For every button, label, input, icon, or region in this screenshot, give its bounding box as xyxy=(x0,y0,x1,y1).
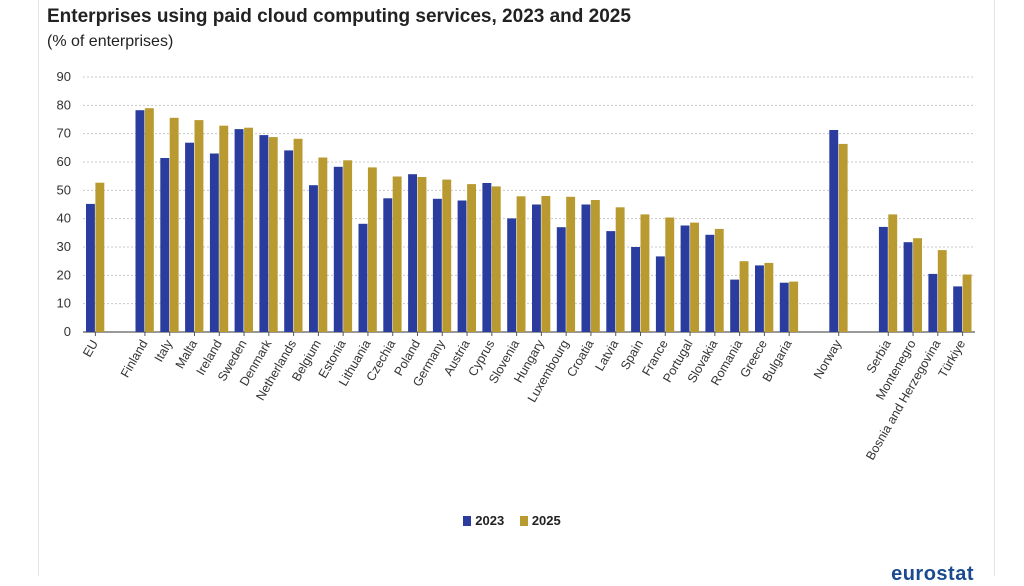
bar-2025-france xyxy=(665,217,675,332)
bar-2025-lithuania xyxy=(367,167,377,332)
y-tick-label: 60 xyxy=(57,154,71,169)
bar-2023-germany xyxy=(432,198,442,332)
bar-2025-netherlands xyxy=(293,138,303,332)
bar-2025-bosnia-and-herzegovina xyxy=(937,250,947,332)
bar-2025-estonia xyxy=(343,160,353,332)
y-tick-label: 10 xyxy=(57,296,71,311)
eurostat-logo: eurostat xyxy=(891,563,974,585)
bar-2025-greece xyxy=(764,262,774,332)
bar-2025-montenegro xyxy=(913,238,922,332)
bar-2025-slovakia xyxy=(714,228,724,332)
bar-2023-luxembourg xyxy=(556,227,566,332)
bar-2023-eu xyxy=(86,203,95,332)
bar-2023-portugal xyxy=(680,225,690,332)
chart-title: Enterprises using paid cloud computing s… xyxy=(47,6,631,27)
bar-2025-hungary xyxy=(541,196,551,332)
bar-2025-malta xyxy=(194,120,204,332)
source-note-placeholder xyxy=(47,566,407,576)
legend-item-2025: 2025 xyxy=(519,513,561,528)
bar-2023-slovenia xyxy=(507,218,517,332)
x-tick-label: Finland xyxy=(118,337,151,380)
bar-2025-norway xyxy=(838,143,848,332)
bar-2025-italy xyxy=(169,117,179,332)
bar-2023-austria xyxy=(457,200,467,332)
x-tick-label: EU xyxy=(80,338,101,360)
bar-2025-slovenia xyxy=(516,196,526,332)
x-tick-label: Latvia xyxy=(593,337,622,373)
y-tick-label: 0 xyxy=(64,324,71,339)
legend-label-2023: 2023 xyxy=(475,513,505,528)
bar-2025-cyprus xyxy=(491,186,501,332)
bar-2023-france xyxy=(655,256,665,332)
bar-2025-spain xyxy=(640,214,650,332)
x-tick-label: Norway xyxy=(811,337,845,381)
legend-label-2025: 2025 xyxy=(531,513,561,528)
bar-2025-czechia xyxy=(392,176,402,332)
bar-2023-serbia xyxy=(878,226,888,332)
y-tick-label: 90 xyxy=(57,69,71,84)
bar-2023-estonia xyxy=(333,166,343,332)
legend-swatch-2025 xyxy=(519,516,528,526)
bar-2025-ireland xyxy=(219,125,229,332)
bar-2025-austria xyxy=(467,184,476,332)
bar-2023-cyprus xyxy=(482,183,492,332)
y-tick-label: 80 xyxy=(57,97,71,112)
bar-2023-poland xyxy=(408,174,417,332)
legend: 2023 2025 xyxy=(0,513,1024,528)
bar-2023-italy xyxy=(160,158,170,332)
bar-2025-portugal xyxy=(690,222,699,332)
bar-2023-romania xyxy=(730,279,740,332)
bar-2025-croatia xyxy=(590,200,600,332)
bar-2023-slovakia xyxy=(705,234,715,332)
bar-2023-czechia xyxy=(383,198,393,332)
y-tick-label: 50 xyxy=(57,182,71,197)
bar-2023-greece xyxy=(755,265,764,332)
y-tick-label: 30 xyxy=(57,239,71,254)
bar-2025-latvia xyxy=(615,207,625,332)
bar-2025-t-rkiye xyxy=(962,274,972,332)
legend-swatch-2023 xyxy=(463,516,472,526)
bar-2023-t-rkiye xyxy=(953,286,963,332)
bar-2025-denmark xyxy=(268,137,278,332)
bar-2023-bosnia-and-herzegovina xyxy=(928,273,938,332)
bar-2023-belgium xyxy=(309,185,318,332)
bar-2023-ireland xyxy=(209,153,219,332)
bar-2023-spain xyxy=(631,247,640,332)
bar-2023-netherlands xyxy=(284,150,294,332)
bar-2025-belgium xyxy=(318,157,328,332)
bar-2025-finland xyxy=(144,108,154,332)
bar-2023-sweden xyxy=(234,129,244,332)
x-tick-label: Italy xyxy=(152,337,176,365)
bar-2023-latvia xyxy=(606,231,616,332)
bar-2023-lithuania xyxy=(358,223,368,332)
bar-2025-eu xyxy=(95,182,105,332)
bar-2025-bulgaria xyxy=(789,281,799,332)
bar-2025-poland xyxy=(417,177,427,332)
chart-subtitle: (% of enterprises) xyxy=(47,33,174,50)
bar-2025-germany xyxy=(442,179,452,332)
bar-2023-finland xyxy=(135,110,145,332)
bar-2023-hungary xyxy=(532,204,541,332)
bar-2023-montenegro xyxy=(903,242,913,332)
y-tick-label: 70 xyxy=(57,126,71,141)
bar-2023-bulgaria xyxy=(779,282,789,332)
bar-2025-sweden xyxy=(244,127,253,332)
bar-2025-luxembourg xyxy=(566,196,576,332)
legend-item-2023: 2023 xyxy=(463,513,504,528)
bar-2023-denmark xyxy=(259,135,269,332)
bar-2025-serbia xyxy=(888,214,898,332)
y-tick-label: 20 xyxy=(57,267,71,282)
bar-2025-romania xyxy=(739,261,749,332)
bar-2023-malta xyxy=(185,142,194,332)
y-tick-label: 40 xyxy=(57,211,71,226)
bar-2023-norway xyxy=(829,130,839,332)
bar-2023-croatia xyxy=(581,204,591,332)
